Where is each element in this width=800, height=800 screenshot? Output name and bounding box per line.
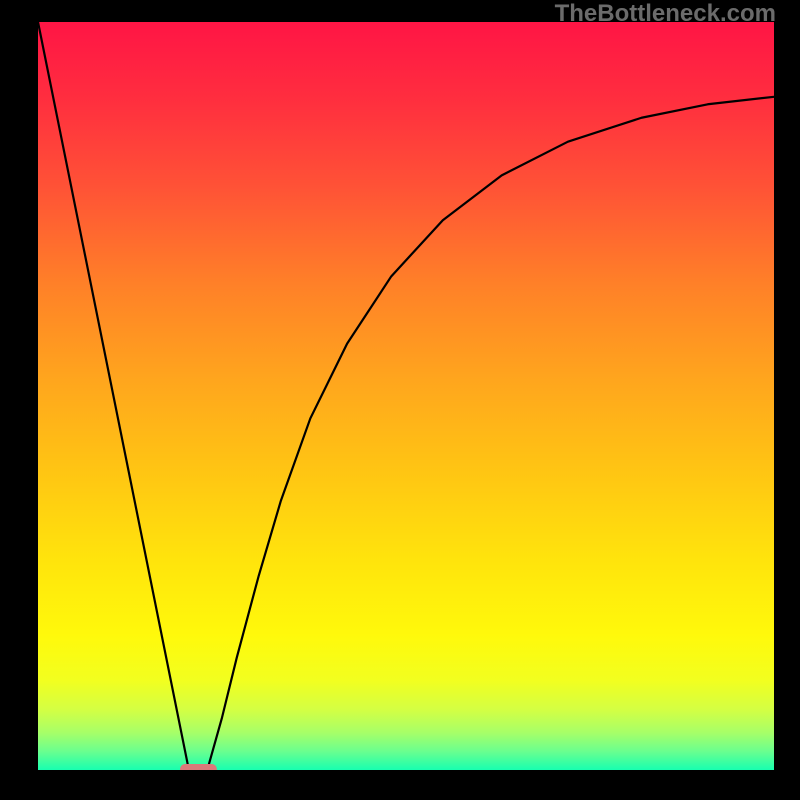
plot-svg xyxy=(38,22,774,770)
chart-frame: TheBottleneck.com xyxy=(0,0,800,800)
gradient-background xyxy=(38,22,774,770)
valley-marker xyxy=(180,764,217,770)
plot-area xyxy=(38,22,774,770)
watermark-text: TheBottleneck.com xyxy=(555,0,776,28)
